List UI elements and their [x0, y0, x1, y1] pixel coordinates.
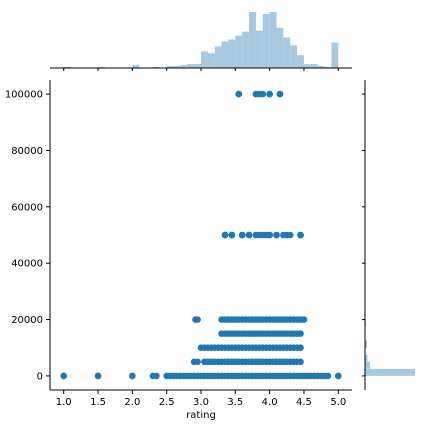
x-tick-label: 4.5: [296, 397, 312, 408]
y-ticks: 0 20000 40000 60000 80000 100000: [5, 90, 50, 382]
x-hist-bar: [276, 27, 284, 68]
main-axes: [49, 67, 366, 391]
x-hist-bar: [269, 12, 277, 68]
scatter-point: [297, 344, 304, 352]
y-tick-label: 80000: [11, 146, 43, 157]
scatter-point: [60, 372, 68, 380]
scatter-point: [94, 372, 102, 380]
x-hist-bar: [180, 65, 188, 68]
scatter-point: [266, 231, 273, 239]
y-hist-bar: [365, 361, 370, 369]
x-hist-bar: [317, 66, 325, 68]
scatter-point: [276, 90, 284, 98]
y-hist-bar: [365, 368, 415, 376]
x-hist-bar: [235, 35, 243, 68]
x-hist-bar: [221, 41, 229, 68]
scatter-point: [273, 231, 280, 239]
x-hist-bar: [166, 66, 174, 68]
scatter-points: [60, 90, 342, 380]
scatter-point: [259, 90, 267, 98]
scatter-point: [235, 90, 243, 98]
y-marginal-histogram: [365, 312, 415, 376]
scatter-point: [266, 90, 273, 98]
x-hist-bar: [187, 64, 195, 68]
x-hist-bar: [194, 64, 201, 68]
x-marginal-histogram: [63, 12, 339, 69]
x-hist-bar: [207, 53, 215, 68]
scatter-point: [228, 231, 236, 239]
x-axis-label: rating: [186, 410, 216, 421]
x-hist-bar: [297, 55, 304, 68]
scatter-point: [194, 316, 201, 323]
x-hist-bar: [173, 66, 181, 68]
x-hist-bar: [283, 37, 291, 68]
x-tick-label: 1.0: [56, 397, 72, 408]
scatter-point: [194, 358, 201, 366]
x-tick-label: 2.0: [124, 397, 140, 408]
x-tick-label: 4.0: [262, 397, 278, 408]
y-tick-label: 60000: [11, 202, 43, 213]
x-hist-bar: [214, 46, 222, 68]
x-ticks: 1.0 1.5 2.0 2.5 3.0 3.5 4.0 4.5 5.0: [56, 390, 346, 408]
x-hist-bar: [242, 31, 250, 68]
scatter-point: [238, 231, 246, 239]
y-tick-label: 40000: [11, 259, 43, 270]
scatter-point: [297, 231, 304, 239]
scatter-point: [297, 358, 304, 366]
scatter-point: [334, 372, 342, 380]
x-tick-label: 3.5: [227, 397, 243, 408]
scatter-point: [300, 316, 308, 323]
scatter-point: [153, 372, 160, 380]
scatter-point: [245, 231, 253, 239]
x-tick-label: 1.5: [90, 397, 106, 408]
x-hist-bar: [303, 64, 311, 68]
x-marginal-ticks: [63, 68, 339, 71]
x-hist-bar: [290, 45, 298, 68]
x-tick-label: 2.5: [159, 397, 175, 408]
y-marginal-ticks: [362, 93, 365, 377]
y-hist-bar: [365, 340, 367, 348]
scatter-point: [324, 372, 332, 380]
x-hist-bar: [201, 51, 208, 68]
x-hist-bar: [331, 42, 339, 68]
scatter-point: [297, 330, 304, 337]
y-tick-label: 20000: [11, 315, 43, 326]
scatter-point: [286, 231, 294, 239]
x-hist-bar: [262, 13, 270, 68]
y-tick-label: 100000: [5, 90, 43, 101]
x-hist-bar: [132, 65, 140, 68]
x-hist-bar: [228, 39, 236, 68]
y-tick-label: 0: [37, 371, 43, 382]
x-hist-bar: [310, 64, 318, 68]
scatter-point: [221, 231, 229, 239]
y-hist-bar: [365, 354, 368, 362]
scatter-point: [129, 372, 136, 380]
x-hist-bar: [249, 12, 256, 68]
x-tick-label: 5.0: [330, 397, 346, 408]
x-hist-bar: [255, 30, 263, 69]
x-tick-label: 3.0: [193, 397, 209, 408]
